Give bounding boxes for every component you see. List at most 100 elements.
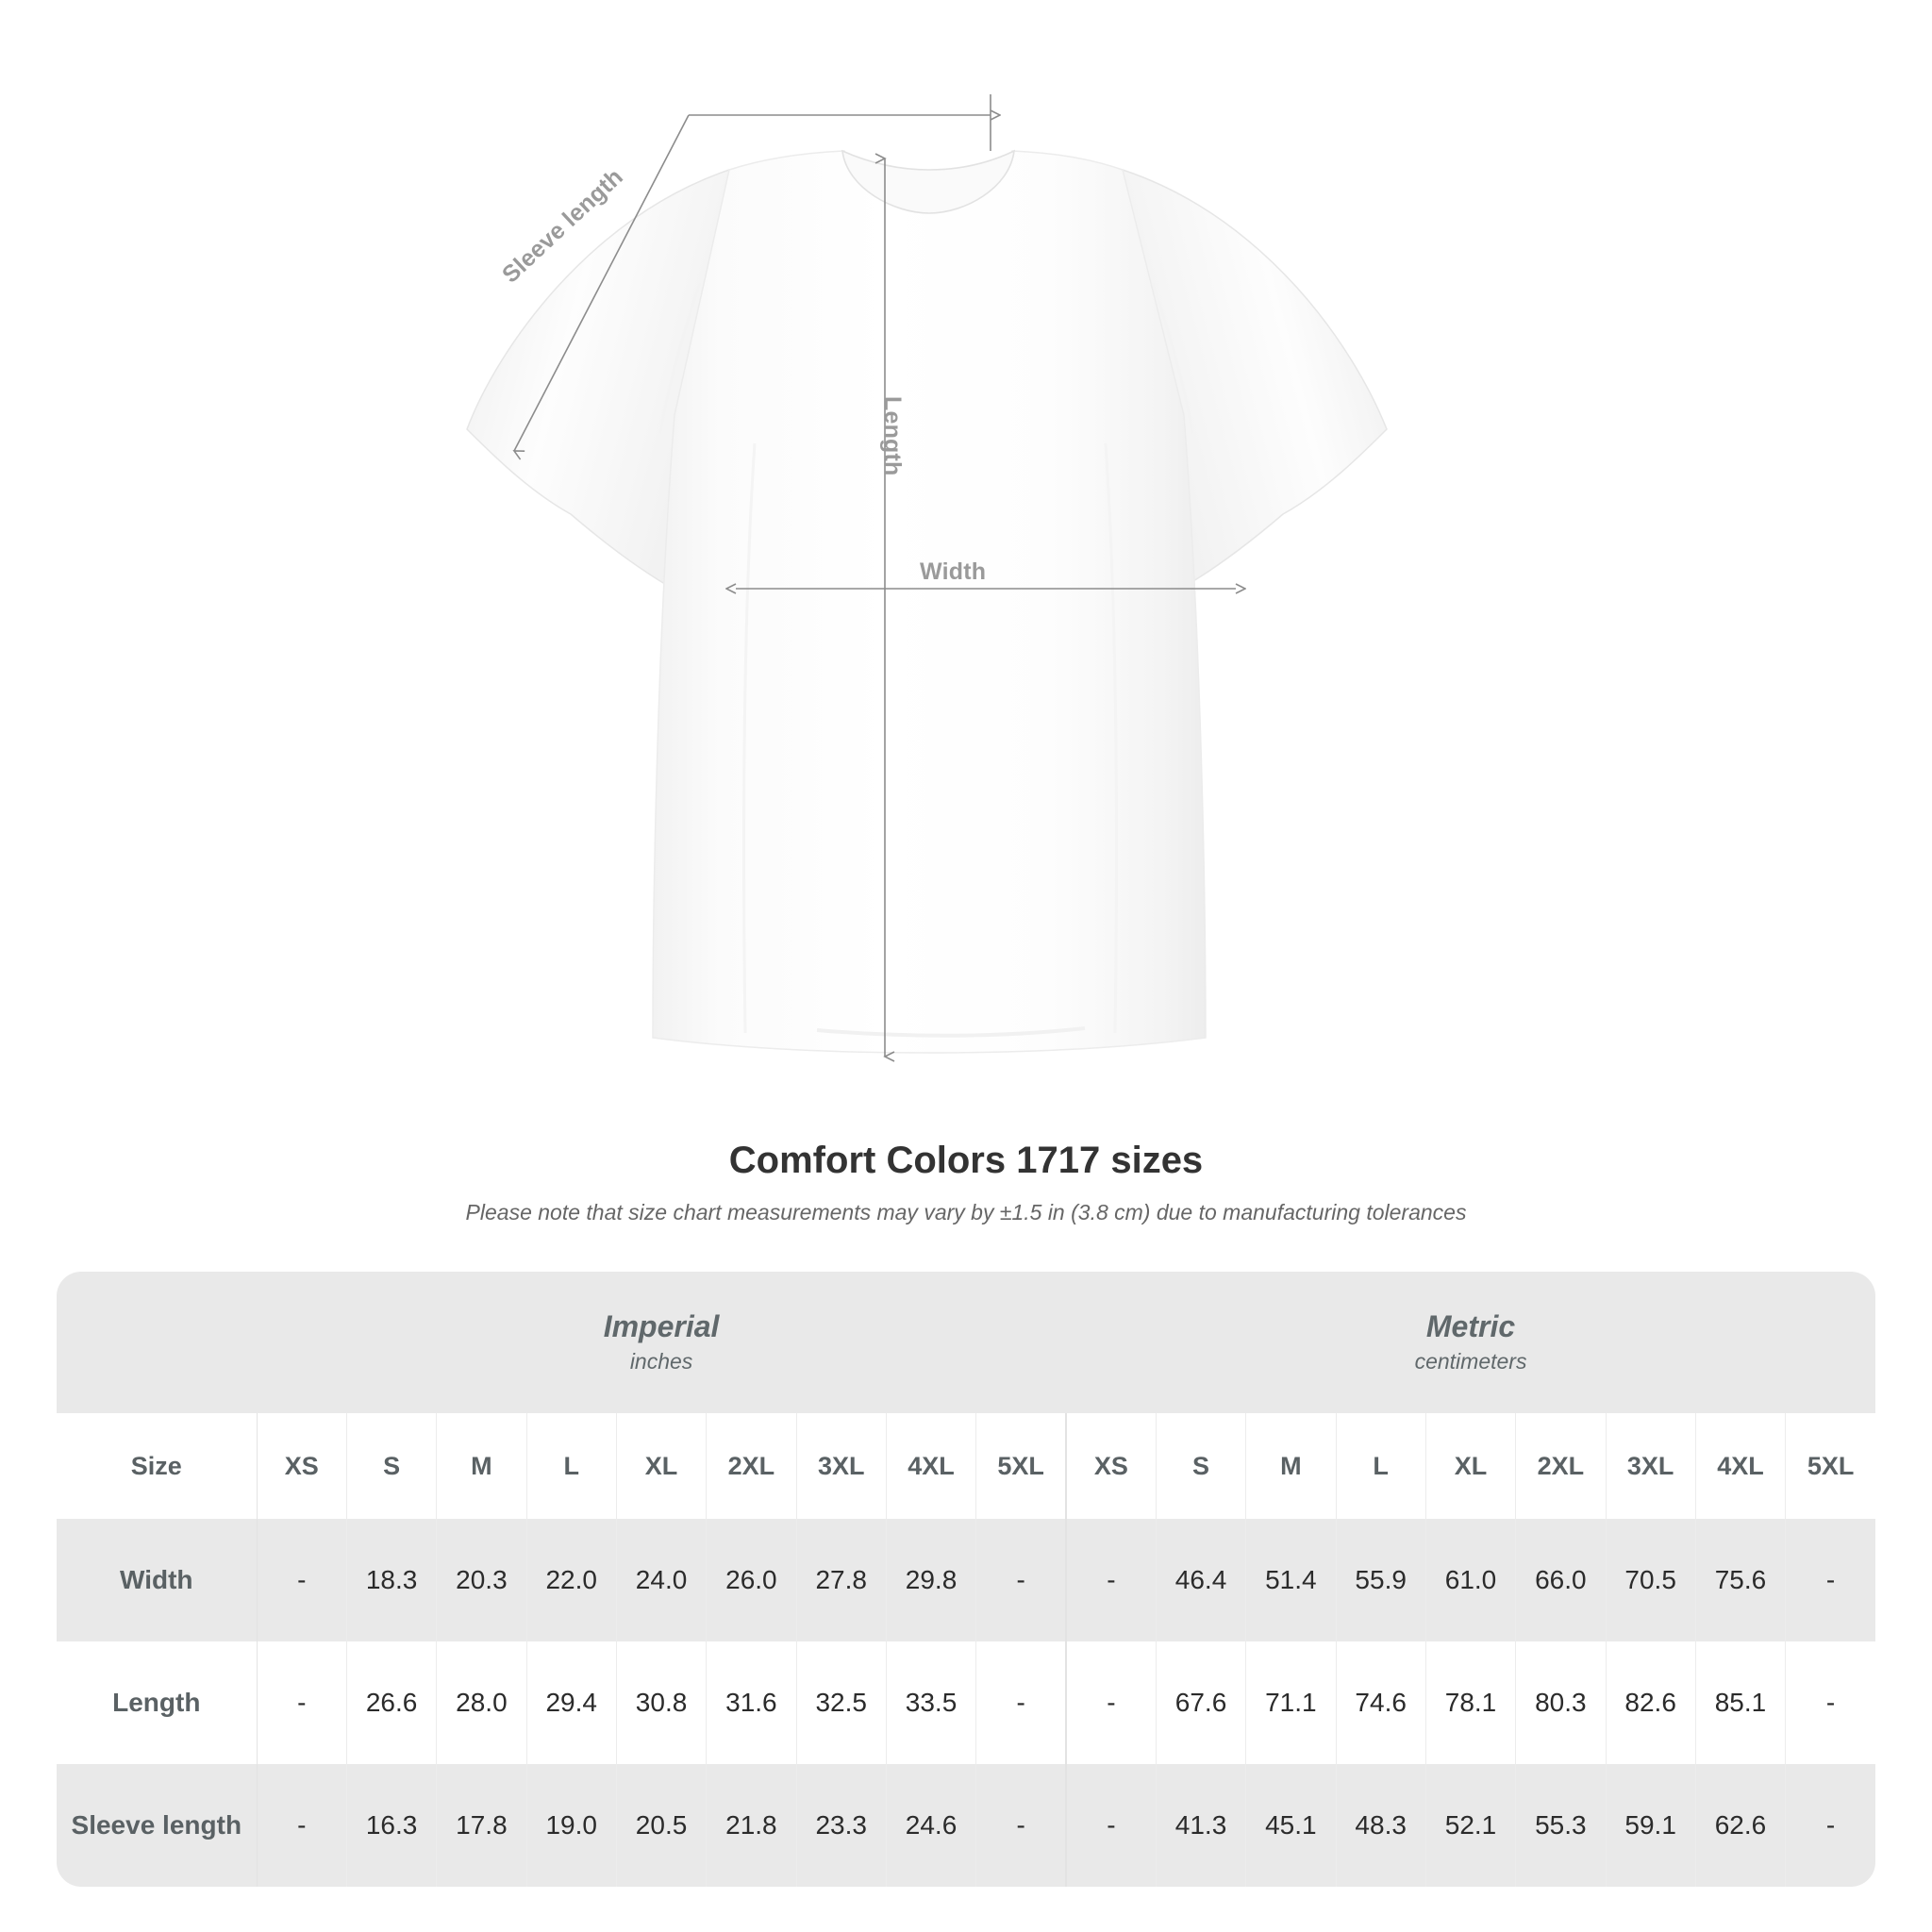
cell-length-3xl-imperial: 32.5 bbox=[796, 1641, 887, 1764]
size-column-header-xl-metric: XL bbox=[1425, 1413, 1517, 1519]
cell-length-s-imperial: 26.6 bbox=[346, 1641, 438, 1764]
cell-sleeve-length-xl-metric: 52.1 bbox=[1425, 1764, 1517, 1887]
cell-sleeve-length-xs-metric: - bbox=[1065, 1764, 1157, 1887]
cell-sleeve-length-2xl-metric: 55.3 bbox=[1515, 1764, 1607, 1887]
cell-sleeve-length-xl-imperial: 20.5 bbox=[616, 1764, 708, 1887]
tshirt-diagram-svg bbox=[466, 94, 1388, 1062]
cell-length-xl-metric: 78.1 bbox=[1425, 1641, 1517, 1764]
cell-length-xs-metric: - bbox=[1065, 1641, 1157, 1764]
table-row: Length -26.6 28.0 29.4 30.8 31.6 32.5 33.5- -67.… bbox=[57, 1641, 1875, 1764]
cell-sleeve-length-3xl-metric: 59.1 bbox=[1606, 1764, 1696, 1887]
cell-width-5xl-imperial: - bbox=[975, 1519, 1067, 1641]
sleeve-length-line bbox=[512, 114, 690, 460]
size-column-header-2xl-metric: 2XL bbox=[1515, 1413, 1607, 1519]
size-column-header-3xl-imperial: 3XL bbox=[796, 1413, 887, 1519]
size-column-header-5xl-metric: 5XL bbox=[1785, 1413, 1875, 1519]
cell-sleeve-length-5xl-imperial: - bbox=[975, 1764, 1067, 1887]
cell-sleeve-length-l-metric: 48.3 bbox=[1336, 1764, 1426, 1887]
size-column-header-xl-imperial: XL bbox=[616, 1413, 708, 1519]
cell-length-xs-imperial: - bbox=[257, 1641, 347, 1764]
cell-width-xl-metric: 61.0 bbox=[1425, 1519, 1517, 1641]
size-column-header-l-metric: L bbox=[1336, 1413, 1426, 1519]
cell-width-xs-imperial: - bbox=[257, 1519, 347, 1641]
size-column-header-3xl-metric: 3XL bbox=[1606, 1413, 1696, 1519]
size-column-header-2xl-imperial: 2XL bbox=[706, 1413, 797, 1519]
cell-width-s-metric: 46.4 bbox=[1156, 1519, 1247, 1641]
unit-group-subtitle: centimeters bbox=[1414, 1348, 1527, 1374]
page-subtitle: Please note that size chart measurements… bbox=[465, 1200, 1467, 1224]
tshirt-shape bbox=[466, 149, 1388, 1054]
cell-length-l-metric: 74.6 bbox=[1336, 1641, 1426, 1764]
cell-width-s-imperial: 18.3 bbox=[346, 1519, 438, 1641]
cell-length-l-imperial: 29.4 bbox=[526, 1641, 617, 1764]
cell-sleeve-length-5xl-metric: - bbox=[1785, 1764, 1875, 1887]
cell-length-4xl-metric: 85.1 bbox=[1695, 1641, 1787, 1764]
cell-width-xl-imperial: 24.0 bbox=[616, 1519, 708, 1641]
size-column-header-4xl-imperial: 4XL bbox=[886, 1413, 977, 1519]
size-column-header-s-metric: S bbox=[1156, 1413, 1247, 1519]
cell-length-4xl-imperial: 33.5 bbox=[886, 1641, 977, 1764]
cell-length-s-metric: 67.6 bbox=[1156, 1641, 1247, 1764]
cell-length-m-imperial: 28.0 bbox=[436, 1641, 527, 1764]
cell-sleeve-length-s-metric: 41.3 bbox=[1156, 1764, 1247, 1887]
size-column-header-4xl-metric: 4XL bbox=[1695, 1413, 1787, 1519]
width-label: Width bbox=[920, 558, 987, 585]
cell-width-4xl-metric: 75.6 bbox=[1695, 1519, 1787, 1641]
cell-width-3xl-metric: 70.5 bbox=[1606, 1519, 1696, 1641]
cell-width-l-imperial: 22.0 bbox=[526, 1519, 617, 1641]
cell-width-m-imperial: 20.3 bbox=[436, 1519, 527, 1641]
size-column-header-s-imperial: S bbox=[346, 1413, 438, 1519]
size-column-header-xs-metric: XS bbox=[1065, 1413, 1157, 1519]
cell-width-3xl-imperial: 27.8 bbox=[796, 1519, 887, 1641]
cell-length-xl-imperial: 30.8 bbox=[616, 1641, 708, 1764]
cell-sleeve-length-l-imperial: 19.0 bbox=[526, 1764, 617, 1887]
cell-length-2xl-imperial: 31.6 bbox=[706, 1641, 797, 1764]
cell-sleeve-length-2xl-imperial: 21.8 bbox=[706, 1764, 797, 1887]
size-column-header-xs-imperial: XS bbox=[257, 1413, 347, 1519]
cell-width-5xl-metric: - bbox=[1785, 1519, 1875, 1641]
unit-band-spacer bbox=[57, 1272, 258, 1413]
measurement-guides bbox=[512, 94, 1236, 1062]
cell-length-m-metric: 71.1 bbox=[1245, 1641, 1337, 1764]
cell-length-5xl-metric: - bbox=[1785, 1641, 1875, 1764]
tshirt-illustration: Sleeve length Length Width bbox=[466, 94, 1388, 1062]
cell-sleeve-length-m-imperial: 17.8 bbox=[436, 1764, 527, 1887]
size-chart-table-wrap: Imperial inches Metric centimeters Size XS S M L… bbox=[57, 1272, 1875, 1887]
size-header-label: Size bbox=[57, 1413, 258, 1519]
cell-width-2xl-metric: 66.0 bbox=[1515, 1519, 1607, 1641]
cell-sleeve-length-s-imperial: 16.3 bbox=[346, 1764, 438, 1887]
size-column-header-m-imperial: M bbox=[436, 1413, 527, 1519]
size-column-header-5xl-imperial: 5XL bbox=[975, 1413, 1067, 1519]
cell-sleeve-length-xs-imperial: - bbox=[257, 1764, 347, 1887]
row-header-length: Length bbox=[57, 1641, 258, 1764]
cell-length-2xl-metric: 80.3 bbox=[1515, 1641, 1607, 1764]
table-row: Sleeve length -16.3 17.8 19.0 20.5 21.8 23.3 24… bbox=[57, 1764, 1875, 1887]
size-column-header-l-imperial: L bbox=[526, 1413, 617, 1519]
row-header-sleeve-length: Sleeve length bbox=[57, 1764, 258, 1887]
cell-sleeve-length-4xl-metric: 62.6 bbox=[1695, 1764, 1787, 1887]
cell-length-5xl-imperial: - bbox=[975, 1641, 1067, 1764]
row-header-width: Width bbox=[57, 1519, 258, 1641]
cell-width-m-metric: 51.4 bbox=[1245, 1519, 1337, 1641]
cell-sleeve-length-m-metric: 45.1 bbox=[1245, 1764, 1337, 1887]
cell-width-4xl-imperial: 29.8 bbox=[886, 1519, 977, 1641]
page-title: Comfort Colors 1717 sizes bbox=[728, 1140, 1204, 1181]
size-header-row: Size XS S M L XL 2XL 3XL 4XL 5XL XS S M L XL 2XL 3XL 4XL 5… bbox=[57, 1413, 1875, 1519]
unit-group-header-row: Imperial inches Metric centimeters bbox=[57, 1272, 1875, 1413]
table-row: Width -18.3 20.3 22.0 24.0 26.0 27.8 29.8- -46.4… bbox=[57, 1519, 1875, 1641]
unit-group-metric: Metric centimeters bbox=[1066, 1272, 1875, 1413]
unit-group-imperial: Imperial inches bbox=[257, 1272, 1067, 1413]
cell-width-l-metric: 55.9 bbox=[1336, 1519, 1426, 1641]
unit-group-subtitle: inches bbox=[629, 1348, 693, 1374]
unit-group-title: Metric bbox=[1425, 1308, 1516, 1343]
cell-length-3xl-metric: 82.6 bbox=[1606, 1641, 1696, 1764]
size-column-header-m-metric: M bbox=[1245, 1413, 1337, 1519]
size-chart-table: Imperial inches Metric centimeters Size XS S M L… bbox=[57, 1272, 1875, 1887]
cell-width-2xl-imperial: 26.0 bbox=[706, 1519, 797, 1641]
cell-sleeve-length-3xl-imperial: 23.3 bbox=[796, 1764, 887, 1887]
unit-group-title: Imperial bbox=[603, 1308, 720, 1343]
cell-width-xs-metric: - bbox=[1065, 1519, 1157, 1641]
cell-sleeve-length-4xl-imperial: 24.6 bbox=[886, 1764, 977, 1887]
length-label: Length bbox=[879, 396, 906, 476]
